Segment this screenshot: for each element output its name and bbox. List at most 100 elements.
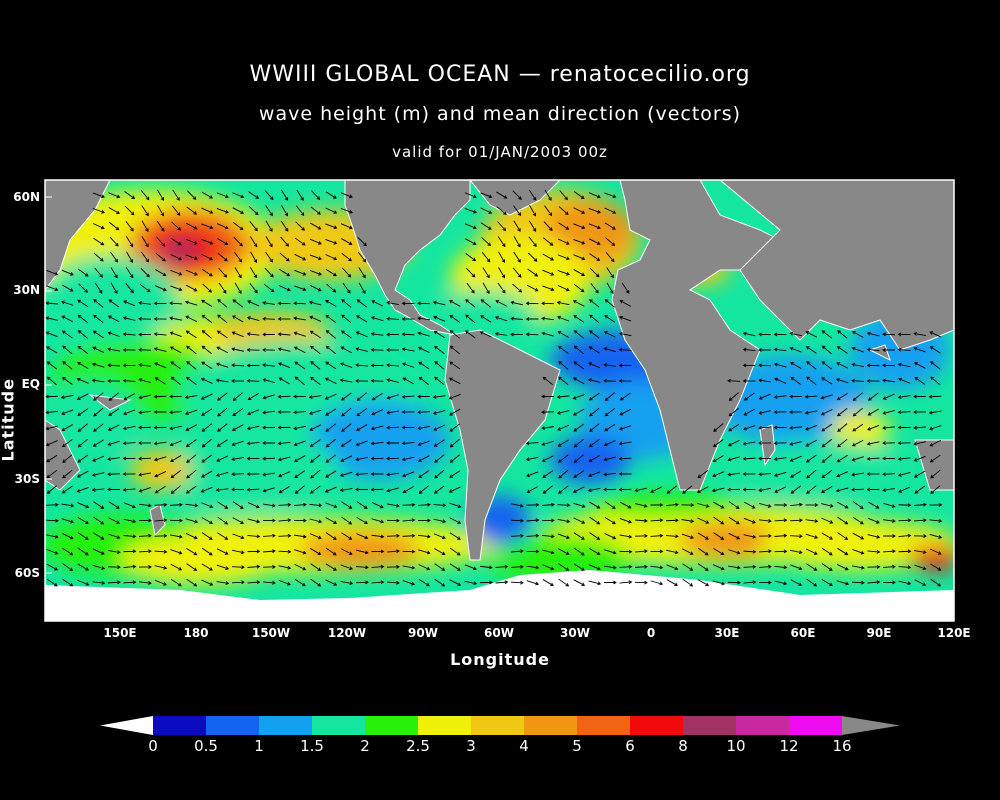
- direction-arrow: [310, 345, 321, 355]
- direction-arrow: [512, 283, 523, 293]
- direction-arrow: [773, 471, 787, 477]
- direction-arrow: [867, 424, 880, 431]
- direction-arrow: [386, 316, 400, 321]
- direction-arrow: [743, 534, 757, 539]
- direction-arrow: [185, 518, 199, 524]
- direction-arrow: [250, 251, 258, 263]
- direction-arrow: [929, 439, 942, 447]
- direction-arrow: [156, 236, 166, 247]
- direction-arrow: [341, 314, 352, 324]
- direction-arrow: [542, 253, 554, 261]
- direction-arrow: [573, 532, 585, 540]
- direction-arrow: [604, 299, 615, 308]
- direction-arrow: [558, 548, 570, 555]
- direction-arrow: [544, 205, 552, 217]
- direction-arrow: [138, 425, 152, 430]
- direction-arrow: [246, 332, 260, 336]
- direction-arrow: [108, 192, 121, 199]
- direction-arrow: [93, 423, 104, 432]
- direction-arrow: [262, 301, 275, 305]
- direction-arrow: [713, 516, 725, 525]
- direction-arrow: [495, 564, 509, 569]
- direction-arrow: [836, 580, 850, 586]
- direction-arrow: [77, 314, 88, 324]
- direction-arrow: [713, 501, 725, 509]
- map-title: WWIII GLOBAL OCEAN — renatocecilio.org: [249, 62, 751, 87]
- direction-arrow: [154, 502, 168, 507]
- direction-arrow: [882, 441, 896, 446]
- direction-arrow: [559, 190, 568, 201]
- direction-arrow: [293, 440, 306, 447]
- direction-arrow: [526, 565, 540, 570]
- direction-arrow: [821, 438, 832, 448]
- direction-arrow: [107, 580, 121, 585]
- direction-arrow: [138, 363, 152, 367]
- direction-arrow: [201, 361, 213, 370]
- direction-arrow: [341, 299, 352, 308]
- direction-arrow: [513, 251, 521, 263]
- direction-arrow: [480, 315, 492, 323]
- colorbar-label: 0.5: [194, 737, 218, 755]
- direction-arrow: [898, 518, 912, 523]
- direction-arrow: [247, 549, 261, 554]
- direction-arrow: [650, 518, 664, 523]
- direction-arrow: [277, 456, 291, 462]
- direction-arrow: [231, 347, 244, 352]
- direction-arrow: [913, 455, 926, 462]
- direction-arrow: [201, 502, 214, 509]
- direction-arrow: [355, 456, 368, 462]
- direction-arrow: [371, 409, 384, 416]
- direction-arrow: [434, 345, 445, 355]
- direction-arrow: [170, 549, 183, 555]
- direction-arrow: [789, 425, 803, 430]
- direction-arrow: [370, 378, 384, 383]
- direction-arrow: [650, 549, 664, 554]
- direction-arrow: [186, 547, 198, 556]
- direction-arrow: [170, 563, 183, 571]
- direction-arrow: [371, 534, 385, 539]
- direction-arrow: [122, 456, 136, 461]
- direction-arrow: [727, 487, 741, 492]
- direction-arrow: [325, 423, 337, 432]
- direction-arrow: [170, 361, 182, 370]
- direction-arrow: [186, 345, 197, 355]
- direction-arrow: [61, 503, 75, 508]
- direction-arrow: [790, 564, 803, 571]
- direction-arrow: [278, 565, 292, 570]
- direction-arrow: [866, 487, 880, 492]
- direction-arrow: [805, 454, 817, 463]
- direction-arrow: [913, 362, 926, 369]
- direction-arrow: [185, 315, 198, 323]
- direction-arrow: [217, 423, 228, 432]
- direction-arrow: [262, 580, 276, 585]
- direction-arrow: [186, 563, 198, 571]
- direction-arrow: [682, 578, 694, 587]
- direction-arrow: [573, 269, 586, 276]
- direction-arrow: [157, 189, 165, 201]
- direction-arrow: [510, 332, 524, 337]
- direction-arrow: [806, 485, 817, 494]
- wave-height-region: [830, 410, 890, 450]
- direction-arrow: [773, 441, 787, 446]
- direction-arrow: [465, 267, 476, 278]
- direction-arrow: [621, 282, 630, 294]
- direction-arrow: [417, 331, 430, 337]
- direction-arrow: [170, 470, 182, 479]
- direction-arrow: [573, 361, 585, 370]
- direction-arrow: [418, 549, 431, 555]
- direction-arrow: [742, 441, 756, 446]
- direction-arrow: [170, 578, 182, 587]
- direction-arrow: [309, 485, 321, 494]
- direction-arrow: [45, 502, 59, 507]
- direction-arrow: [852, 565, 865, 570]
- direction-arrow: [93, 252, 104, 262]
- direction-arrow: [340, 223, 353, 230]
- direction-arrow: [821, 345, 832, 355]
- direction-arrow: [154, 579, 167, 586]
- direction-arrow: [835, 487, 849, 493]
- direction-arrow: [432, 409, 446, 415]
- direction-arrow: [185, 254, 198, 261]
- direction-arrow: [588, 362, 601, 369]
- direction-arrow: [464, 238, 477, 245]
- direction-arrow: [293, 316, 306, 321]
